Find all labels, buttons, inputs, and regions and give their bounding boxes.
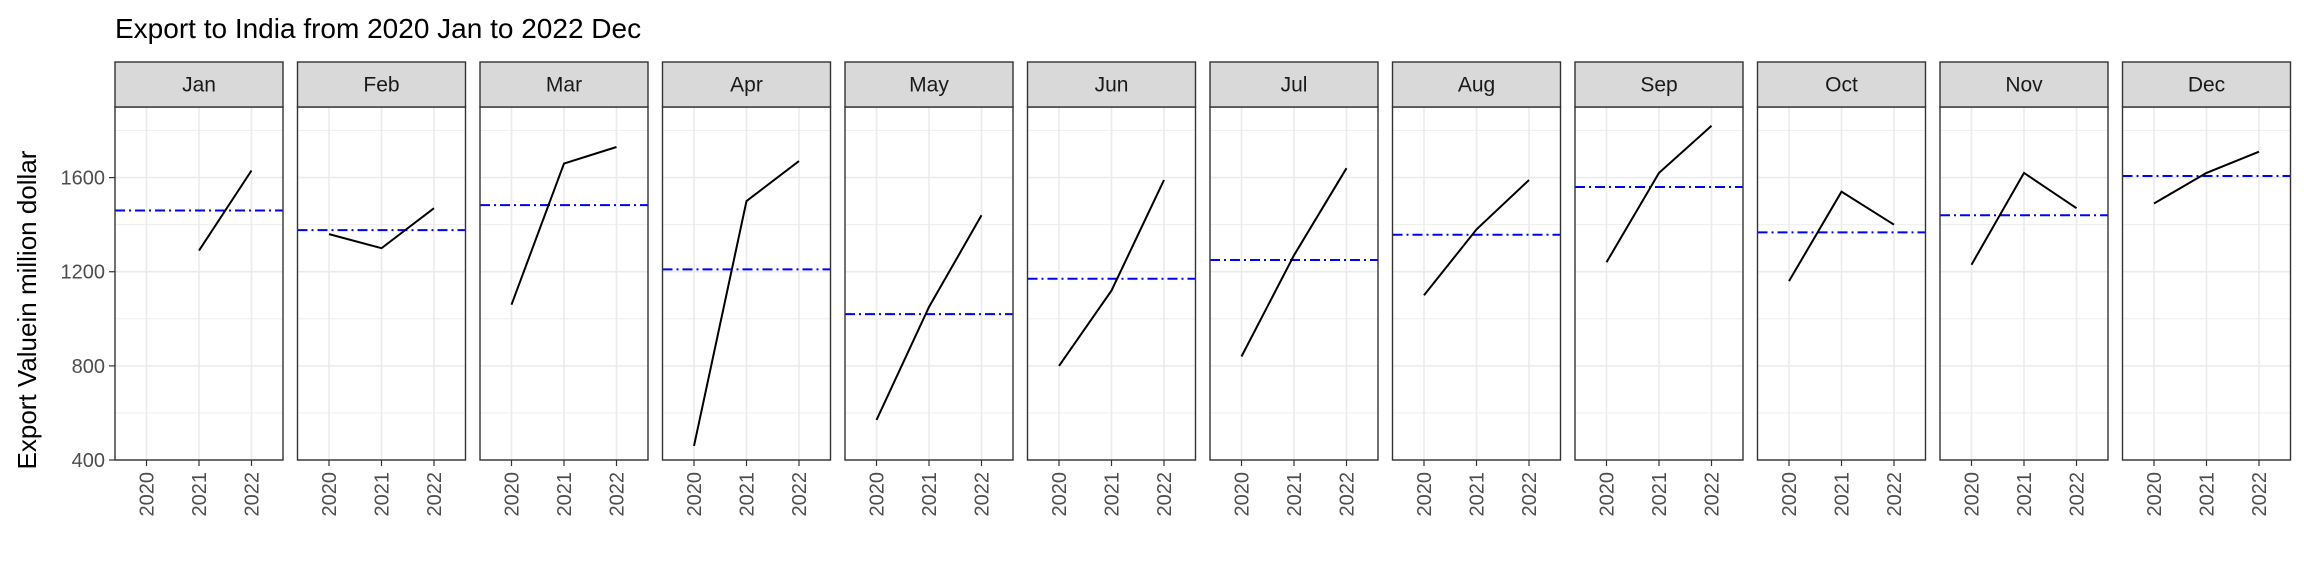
series-line [693,160,800,447]
x-tick-label: 2021 [1284,472,1306,517]
x-tick-label: 2020 [1962,472,1984,517]
x-tick-label: 2022 [242,472,264,517]
facet-strip [479,61,649,108]
x-tick-label: 2021 [1102,472,1124,517]
x-tick-label: 2021 [1467,472,1489,517]
x-tick-label: 2022 [1702,472,1724,517]
facet-strip [1574,61,1744,108]
x-tick-label: 2022 [1337,472,1359,517]
facet-strip [1026,61,1197,108]
facet-panel-jan: Jan 2020 2021 2022 [114,61,284,517]
facet-strip-label: Jan [182,74,216,97]
x-tick-label: 2020 [319,472,341,517]
series-line [1058,179,1165,367]
facet-strip [2121,61,2292,108]
facet-strip [1209,61,1379,108]
x-tick-label: 2022 [1519,472,1541,517]
x-tick-label: 2022 [789,472,811,517]
y-axis-label: Export Valuein million dollar [12,150,42,469]
facet-strip-label: Feb [363,74,399,97]
x-tick-label: 2021 [372,472,394,517]
x-tick-label: 2020 [684,472,706,517]
facet-panel-sep: Sep 2020 2021 2022 [1574,61,1744,517]
y-tick-label: 400 [72,450,105,472]
facet-strip-label: Apr [730,74,763,97]
facet-strip-label: Jul [1281,74,1308,97]
facet-strip [844,61,1014,108]
x-tick-label: 2020 [1049,472,1071,517]
chart-title: Export to India from 2020 Jan to 2022 De… [115,13,641,44]
series-line [198,169,253,252]
facet-panels: 400 800 1200 1600 Jan 2020 2021 2022 Feb 2020 2021… [61,61,2292,517]
facet-strip-label: Sep [1640,74,1677,97]
facet-strip-label: Aug [1458,74,1495,97]
facet-strip [661,61,832,108]
facet-strip [296,61,467,108]
facet-panel-mar: Mar 2020 2021 2022 [479,61,649,517]
x-tick-label: 2021 [737,472,759,517]
x-tick-label: 2020 [1232,472,1254,517]
x-tick-label: 2022 [424,472,446,517]
x-tick-label: 2020 [867,472,889,517]
series-line [2153,150,2260,205]
facet-panel-oct: Oct 2020 2021 2022 [1756,61,1927,517]
facet-strip-label: Jun [1095,74,1129,97]
facet-strip [114,61,284,108]
x-tick-label: 2020 [137,472,159,517]
x-tick-label: 2021 [2014,472,2036,517]
facet-strip-label: Nov [2005,74,2043,97]
x-tick-label: 2022 [1884,472,1906,517]
x-tick-label: 2020 [502,472,524,517]
facet-panel-feb: Feb 2020 2021 2022 [296,61,467,517]
x-tick-label: 2020 [2144,472,2166,517]
x-tick-label: 2022 [1154,472,1176,517]
facet-panel-jun: Jun 2020 2021 2022 [1026,61,1197,517]
series-line [1788,190,1895,282]
x-tick-label: 2021 [2197,472,2219,517]
y-tick-label: 800 [72,356,105,378]
x-tick-label: 2021 [189,472,211,517]
facet-strip-label: Mar [546,74,582,97]
series-line [875,214,983,421]
x-tick-label: 2020 [1779,472,1801,517]
series-line [1605,125,1713,263]
series-line [510,146,617,306]
facet-panel-dec: Dec 2020 2021 2022 [2121,61,2292,517]
x-tick-label: 2021 [554,472,576,517]
series-line [1970,171,2078,266]
x-tick-label: 2021 [919,472,941,517]
series-line [328,207,435,250]
facet-panel-may: May 2020 2021 2022 [844,61,1014,517]
facet-strip-label: May [909,74,949,97]
facet-strip [1756,61,1927,108]
facet-strip [1391,61,1562,108]
x-tick-label: 2021 [1832,472,1854,517]
x-tick-label: 2021 [1649,472,1671,517]
y-tick-label: 1200 [61,262,106,284]
x-tick-label: 2020 [1414,472,1436,517]
facet-panel-aug: Aug 2020 2021 2022 [1391,61,1562,517]
facet-strip [1939,61,2109,108]
facet-strip-label: Oct [1825,74,1858,97]
facet-panel-apr: Apr 2020 2021 2022 [661,61,832,517]
facet-panel-nov: Nov 2020 2021 2022 [1939,61,2109,517]
y-tick-label: 1600 [61,168,106,190]
series-line [1240,167,1348,357]
x-tick-label: 2020 [1597,472,1619,517]
facet-strip-label: Dec [2188,74,2225,97]
series-line [1423,179,1530,296]
x-tick-label: 2022 [972,472,994,517]
facet-panel-jul: Jul 2020 2021 2022 [1209,61,1379,517]
x-tick-label: 2022 [2249,472,2271,517]
x-tick-label: 2022 [2067,472,2089,517]
x-tick-label: 2022 [607,472,629,517]
